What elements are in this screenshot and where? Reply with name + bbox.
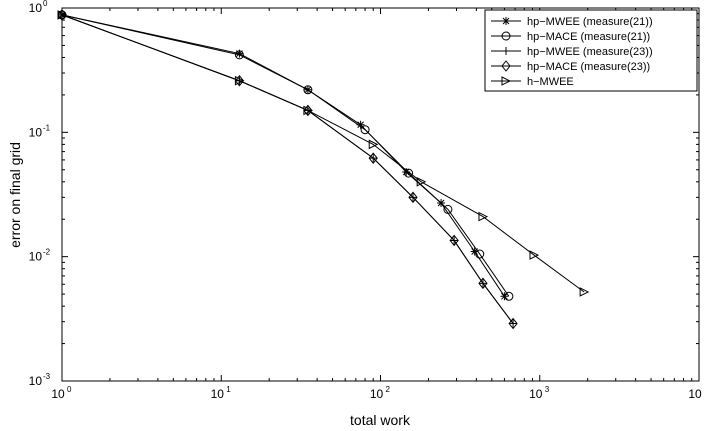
series-point	[408, 191, 418, 204]
legend-label: hp−MACE (measure(23))	[527, 61, 650, 73]
y-axis-title: error on final grid	[7, 142, 23, 248]
series-line	[61, 14, 510, 297]
y-tick-label: 10	[29, 125, 43, 139]
series-point	[368, 139, 379, 150]
series-point	[303, 85, 313, 95]
series-point	[303, 105, 314, 116]
legend-label: hp−MWEE (measure(23))	[527, 46, 653, 58]
series-point	[579, 287, 590, 297]
series-layer	[57, 9, 590, 330]
legend-label: hp−MWEE (measure(21))	[527, 16, 653, 28]
y-tick-label: 10	[29, 374, 43, 388]
series-point	[402, 167, 411, 176]
legend-entry: hp−MACE (measure(21))	[491, 31, 650, 43]
series-point	[356, 120, 365, 129]
x-tick-exponent: 1	[226, 385, 231, 394]
series-point	[235, 49, 244, 58]
series-point	[475, 249, 485, 259]
x-tick-label: 10	[529, 387, 543, 401]
series-point	[57, 10, 68, 20]
series-point	[449, 234, 459, 247]
series-point	[360, 125, 370, 135]
x-tick-exponent: 3	[545, 385, 550, 394]
x-tick-label: 10	[688, 387, 702, 401]
legend-marker	[501, 31, 511, 41]
x-tick-label: 10	[51, 387, 65, 401]
legend-entry: h−MWEE	[491, 76, 574, 88]
y-tick-exponent: -2	[43, 248, 51, 257]
series-point	[368, 152, 378, 164]
legend-marker	[502, 47, 510, 55]
x-tick-label: 10	[370, 387, 384, 401]
legend-entry: hp−MACE (measure(23))	[491, 60, 650, 73]
y-tick-label: 10	[29, 250, 43, 264]
series-point	[416, 177, 427, 187]
series-point	[57, 9, 67, 21]
legend: hp−MWEE (measure(21)) hp−MACE (measure(21…	[484, 9, 698, 92]
series-point	[529, 250, 540, 260]
legend-marker	[501, 60, 511, 72]
series-point	[478, 211, 489, 222]
series-point	[478, 277, 488, 290]
series-point	[234, 50, 244, 60]
legend-entry: hp−MWEE (measure(23))	[491, 46, 653, 58]
legend-marker	[501, 76, 512, 86]
legend-entry: hp−MWEE (measure(21))	[491, 16, 653, 28]
series-point	[443, 204, 453, 214]
legend-marker	[502, 17, 510, 25]
y-tick-label: 10	[29, 1, 43, 15]
series-point	[234, 74, 245, 87]
series-point	[508, 317, 518, 330]
x-tick-exponent: 0	[67, 385, 72, 394]
y-tick-exponent: -1	[43, 123, 51, 132]
x-tick-exponent: 2	[386, 385, 391, 394]
series-5	[57, 10, 590, 297]
x-tick-label: 10	[211, 387, 225, 401]
y-tick-exponent: -3	[43, 372, 51, 381]
series-point	[234, 75, 245, 86]
series-point	[470, 247, 479, 256]
legend-label: h−MWEE	[527, 76, 574, 88]
x-axis-title: total work	[350, 412, 411, 428]
series-point	[404, 168, 414, 178]
series-line	[61, 14, 585, 293]
y-tick-exponent: 0	[43, 0, 48, 8]
legend-label: hp−MACE (measure(21))	[527, 31, 650, 43]
series-point	[504, 291, 514, 301]
